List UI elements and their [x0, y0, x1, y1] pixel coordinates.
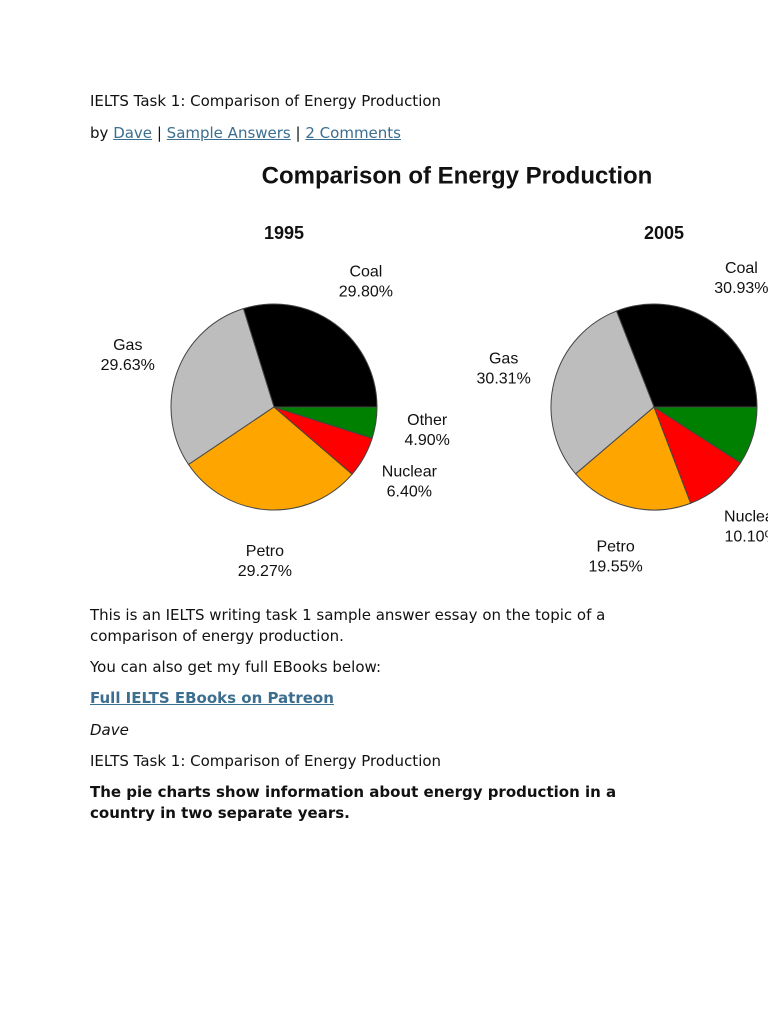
paragraph: You can also get my full EBooks below:	[90, 658, 381, 676]
author-link[interactable]: Dave	[113, 124, 153, 142]
slice-value-label: 30.93%	[714, 280, 768, 297]
slice-category: Petro	[596, 538, 634, 555]
pie-title: 2005	[644, 223, 684, 243]
pie-slice	[550, 310, 655, 475]
pie-slice	[652, 406, 758, 464]
slice-category: Coal	[725, 260, 758, 277]
link-line: Full IELTS EBooks on Patreon	[90, 688, 630, 709]
pie-title: 1995	[264, 223, 304, 243]
patreon-link[interactable]: Full IELTS EBooks on Patreon	[90, 689, 334, 707]
slice-value-label: 10.10%	[724, 529, 768, 546]
figure-title: Comparison of Energy Production	[262, 162, 653, 189]
slice-category: Other	[407, 412, 448, 429]
pie-slice	[170, 308, 275, 466]
slice-value-label: 29.63%	[101, 357, 155, 374]
slice-value-label: 4.90%	[404, 432, 449, 449]
slice-category: Gas	[113, 337, 142, 354]
question: The pie charts show information about en…	[90, 783, 617, 822]
pie-slice	[187, 406, 353, 511]
slice-value-label: 30.31%	[477, 370, 531, 387]
pie-slice	[615, 303, 758, 408]
slice-category: Gas	[489, 350, 518, 367]
byline: by Dave | Sample Answers | 2 Comments	[90, 123, 630, 144]
by: by	[90, 124, 109, 142]
figure: Comparison of Energy Production 1995 Coal…	[101, 162, 768, 580]
paragraph: IELTS Task 1: Comparison of Energy Produ…	[90, 752, 442, 770]
slice-value-label: 29.80%	[339, 283, 393, 300]
pie-slice	[273, 406, 378, 439]
post-title: IELTS Task 1: Comparison of Energy Produ…	[90, 92, 442, 110]
slice-category: Nuclear	[382, 464, 438, 481]
slice-category: Coal	[349, 263, 382, 280]
separator: |	[156, 124, 162, 142]
slice-category: Nuclear	[724, 509, 768, 526]
signature: Dave	[90, 721, 129, 739]
slice-value-label: 19.55%	[588, 558, 642, 575]
slice-value-label: 29.27%	[238, 563, 292, 580]
pie-slice	[574, 406, 692, 511]
pie-slice	[242, 303, 378, 408]
intro: This is an IELTS writing task 1 sample a…	[90, 606, 606, 645]
slice-value-label: 6.40%	[387, 484, 432, 501]
slice-category: Petro	[246, 543, 284, 560]
separator: |	[295, 124, 301, 142]
category-link[interactable]: Sample Answers	[166, 124, 291, 142]
comments-link[interactable]: 2 Comments	[305, 124, 401, 142]
